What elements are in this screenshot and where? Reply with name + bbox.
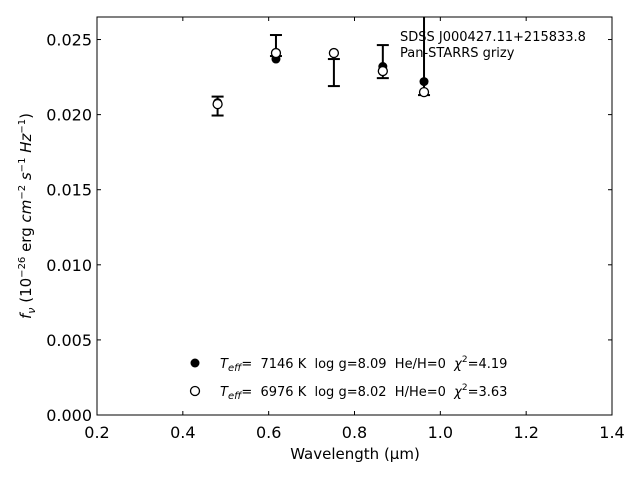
open-model-point: [377, 65, 388, 77]
x-axis-label: Wavelength (μm): [290, 445, 420, 463]
x-tick-label: 0.4: [170, 423, 195, 442]
y-tick-label: 0.015: [46, 181, 92, 200]
y-tick-label: 0.010: [46, 256, 92, 275]
x-tick-label: 1.4: [599, 423, 624, 442]
annotation-object: SDSS J000427.11+215833.8: [400, 30, 586, 45]
legend-entry-1: Teff= 7146 K log g=8.09 He/H=0 χ2=4.19: [220, 355, 507, 374]
filled-model-point: [419, 77, 429, 87]
open-model-point: [270, 47, 282, 59]
x-tick-label: 1.0: [428, 423, 453, 442]
x-tick-label: 1.2: [513, 423, 538, 442]
legend: Teff= 7146 K log g=8.09 He/H=0 χ2=4.19 T…: [189, 355, 507, 402]
y-axis-label: fν (10−26 erg cm−2 s−1 Hz−1): [17, 113, 38, 319]
open-model-point: [418, 86, 430, 98]
annotation-survey: Pan-STARRS grizy: [400, 46, 515, 61]
open-model-point: [212, 98, 223, 110]
open-model-point: [328, 47, 340, 59]
y-tick-label: 0.000: [46, 406, 92, 425]
y-tick-label: 0.025: [46, 31, 92, 50]
legend-marker-filled: [190, 358, 200, 368]
y-tick-label: 0.005: [46, 331, 92, 350]
legend-entry-2: Teff= 6976 K log g=8.02 H/He=0 χ2=3.63: [220, 383, 507, 402]
x-tick-label: 0.8: [342, 423, 367, 442]
x-tick-label: 0.6: [256, 423, 281, 442]
legend-marker-open: [189, 385, 201, 397]
x-tick-label: 0.2: [84, 423, 109, 442]
y-tick-label: 0.020: [46, 106, 92, 125]
plot-frame: [96, 16, 613, 416]
